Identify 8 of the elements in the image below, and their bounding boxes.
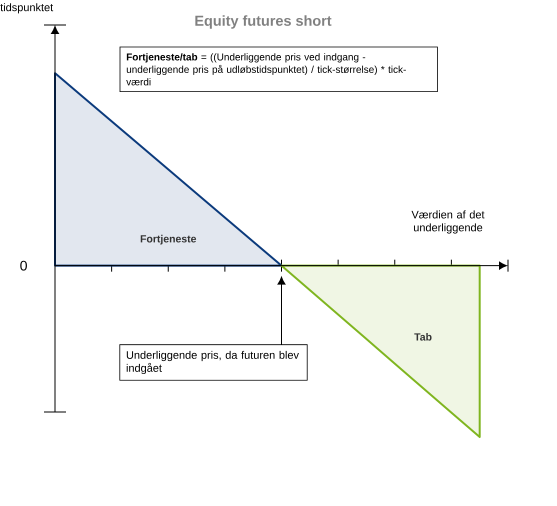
series-label: Tab (414, 332, 432, 341)
annotation: Underliggende pris, da futuren blev indgået (126, 350, 299, 374)
text: tidspunktet (0, 3, 54, 14)
series-label: Fortjeneste (140, 234, 196, 245)
chart-title: Equity futures short (195, 15, 332, 29)
x-axis-title: Værdien af det underliggende (412, 210, 484, 234)
text: 0 (20, 260, 27, 271)
annotation: Fortjeneste/tab = ((Underliggende pris ved indgang - underliggende pris på udløbstidspunktet) / tick-størrelse) * tick-værdi (126, 53, 406, 86)
